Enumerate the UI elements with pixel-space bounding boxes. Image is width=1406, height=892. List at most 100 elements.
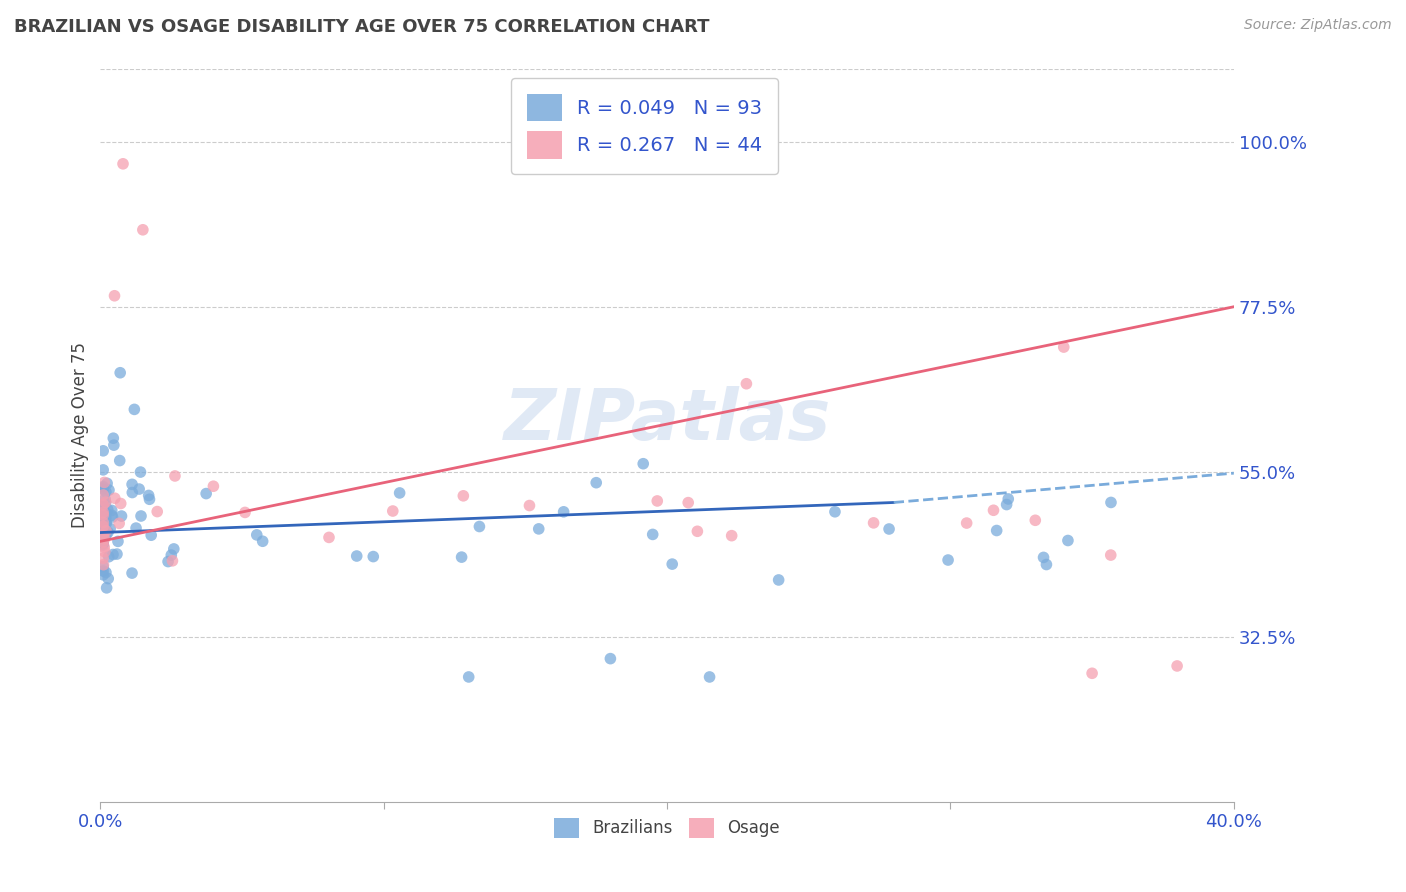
Point — [101, 510, 124, 524]
Point — [96, 581, 118, 595]
Point — [100, 508, 122, 523]
Point — [246, 528, 269, 542]
Point — [108, 366, 131, 380]
Point — [91, 443, 114, 458]
Point — [252, 534, 274, 549]
Point — [91, 480, 114, 494]
Point — [91, 519, 114, 533]
Point — [361, 549, 384, 564]
Point — [108, 453, 131, 467]
Point — [91, 481, 114, 495]
Point — [94, 491, 117, 506]
Point — [91, 514, 114, 528]
Point — [94, 495, 117, 509]
Point — [100, 503, 122, 517]
Point — [111, 157, 134, 171]
Point — [91, 551, 114, 566]
Point — [94, 524, 117, 538]
Point — [138, 488, 160, 502]
Point — [97, 549, 120, 564]
Point — [202, 479, 225, 493]
Point — [519, 499, 541, 513]
Point — [98, 522, 121, 536]
Point — [233, 505, 256, 519]
Point — [91, 516, 114, 530]
Point — [157, 555, 180, 569]
Point — [720, 529, 742, 543]
Point — [997, 491, 1019, 506]
Point — [91, 499, 114, 513]
Point — [129, 465, 152, 479]
Point — [862, 516, 884, 530]
Point — [1166, 659, 1188, 673]
Point — [108, 516, 131, 531]
Point — [93, 510, 115, 524]
Point — [936, 553, 959, 567]
Y-axis label: Disability Age Over 75: Disability Age Over 75 — [72, 342, 89, 528]
Point — [91, 483, 114, 497]
Text: Source: ZipAtlas.com: Source: ZipAtlas.com — [1244, 18, 1392, 32]
Point — [94, 495, 117, 509]
Point — [824, 505, 846, 519]
Point — [121, 477, 143, 491]
Point — [93, 475, 115, 490]
Point — [91, 508, 114, 522]
Point — [995, 498, 1018, 512]
Point — [686, 524, 709, 539]
Point — [983, 503, 1005, 517]
Point — [91, 538, 114, 552]
Text: BRAZILIAN VS OSAGE DISABILITY AGE OVER 75 CORRELATION CHART: BRAZILIAN VS OSAGE DISABILITY AGE OVER 7… — [14, 18, 710, 36]
Point — [645, 494, 668, 508]
Point — [94, 528, 117, 542]
Point — [1081, 666, 1104, 681]
Point — [1057, 533, 1080, 548]
Point — [93, 545, 115, 559]
Point — [93, 518, 115, 533]
Point — [98, 483, 121, 497]
Point — [94, 566, 117, 580]
Point — [93, 541, 115, 555]
Point — [1024, 513, 1046, 527]
Point — [93, 532, 115, 546]
Point — [138, 492, 160, 507]
Point — [91, 528, 114, 542]
Point — [163, 541, 186, 556]
Point — [631, 457, 654, 471]
Point — [91, 463, 114, 477]
Point — [768, 573, 790, 587]
Point — [346, 549, 368, 563]
Point — [107, 534, 129, 549]
Point — [1099, 548, 1122, 562]
Point — [91, 508, 114, 522]
Point — [450, 550, 472, 565]
Point — [121, 566, 143, 581]
Point — [125, 521, 148, 535]
Point — [103, 431, 125, 445]
Point — [103, 438, 125, 452]
Point — [91, 499, 114, 513]
Point — [162, 554, 184, 568]
Point — [453, 489, 475, 503]
Point — [468, 519, 491, 533]
Point — [101, 548, 124, 562]
Point — [91, 564, 114, 578]
Point — [388, 486, 411, 500]
Point — [527, 522, 550, 536]
Point — [132, 223, 155, 237]
Point — [146, 505, 169, 519]
Point — [91, 535, 114, 549]
Point — [96, 516, 118, 531]
Point — [103, 289, 125, 303]
Point — [121, 485, 143, 500]
Point — [96, 476, 118, 491]
Point — [699, 670, 721, 684]
Point — [599, 651, 621, 665]
Point — [986, 524, 1008, 538]
Point — [195, 486, 218, 500]
Point — [381, 504, 404, 518]
Point — [91, 503, 114, 517]
Point — [91, 516, 114, 531]
Point — [877, 522, 900, 536]
Point — [956, 516, 979, 530]
Point — [94, 515, 117, 529]
